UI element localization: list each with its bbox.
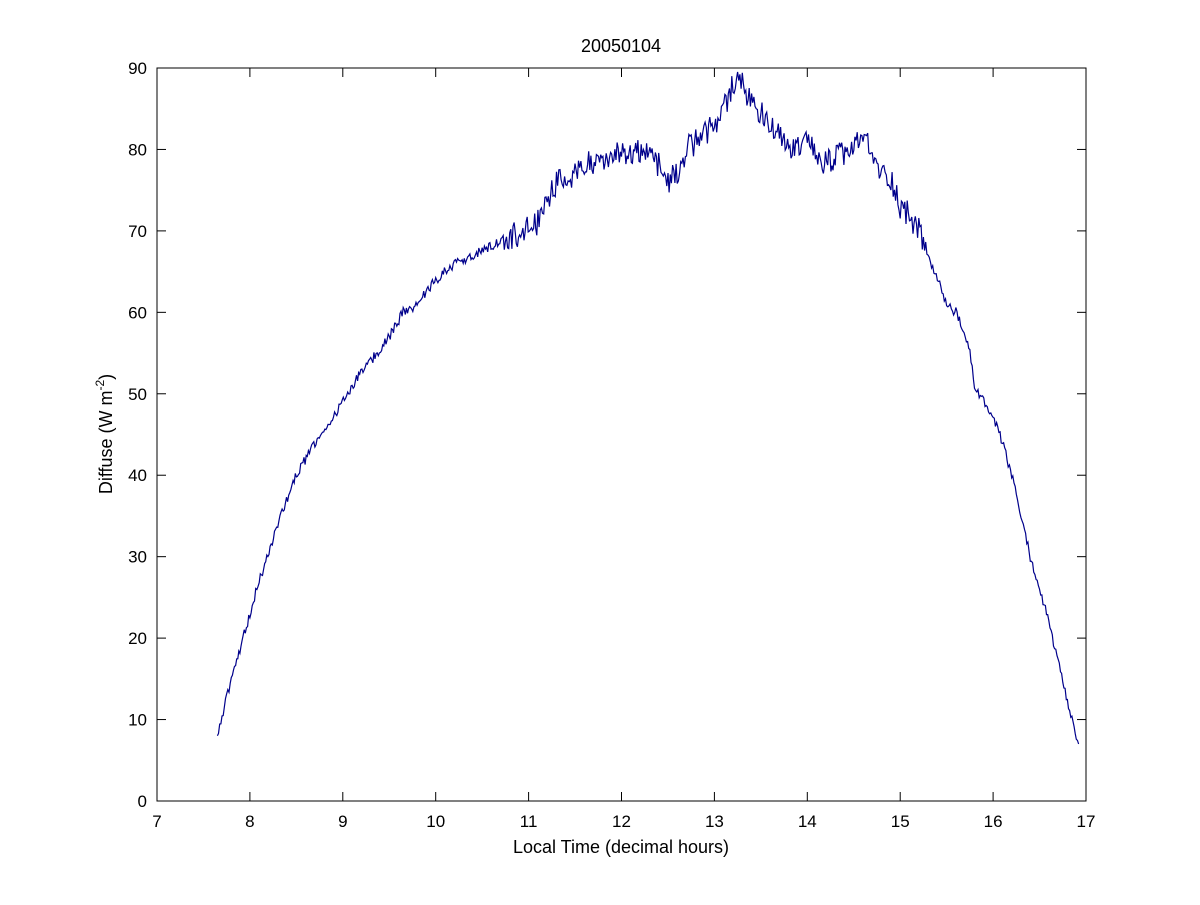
y-tick-label: 60 [128, 303, 147, 322]
y-tick-label: 50 [128, 385, 147, 404]
y-tick-labels: 0 10 20 30 40 50 60 70 80 90 [128, 59, 147, 811]
x-tick-label: 10 [426, 812, 445, 831]
y-tick-label: 90 [128, 59, 147, 78]
y-axis-label-superscript: -2 [93, 379, 107, 390]
x-axis-label: Local Time (decimal hours) [513, 837, 729, 857]
y-tick-label: 70 [128, 222, 147, 241]
y-tick-label: 30 [128, 548, 147, 567]
x-tick-label: 17 [1077, 812, 1096, 831]
x-tick-label: 14 [798, 812, 817, 831]
y-tick-label: 10 [128, 711, 147, 730]
plot-frame [156, 67, 1087, 802]
chart-title: 20050104 [581, 36, 661, 56]
x-tick-label: 16 [984, 812, 1003, 831]
x-tick-label: 12 [612, 812, 631, 831]
x-tick-label: 15 [891, 812, 910, 831]
y-tick-label: 40 [128, 466, 147, 485]
y-axis-label: Diffuse (W m-2) [93, 374, 116, 494]
y-tick-label: 20 [128, 629, 147, 648]
y-tick-label: 0 [138, 792, 147, 811]
x-tick-label: 13 [705, 812, 724, 831]
x-tick-label: 11 [520, 812, 538, 831]
y-tick-label: 80 [128, 140, 147, 159]
series-line [216, 71, 1080, 745]
x-tick-labels: 7 8 9 10 11 12 13 14 15 16 17 [152, 812, 1095, 831]
y-axis-label-main: Diffuse (W m [96, 390, 116, 494]
y-axis-label-close: ) [96, 374, 116, 380]
x-tick-label: 8 [245, 812, 254, 831]
x-tick-label: 9 [338, 812, 347, 831]
plot-area [157, 68, 1086, 801]
x-tick-label: 7 [152, 812, 161, 831]
